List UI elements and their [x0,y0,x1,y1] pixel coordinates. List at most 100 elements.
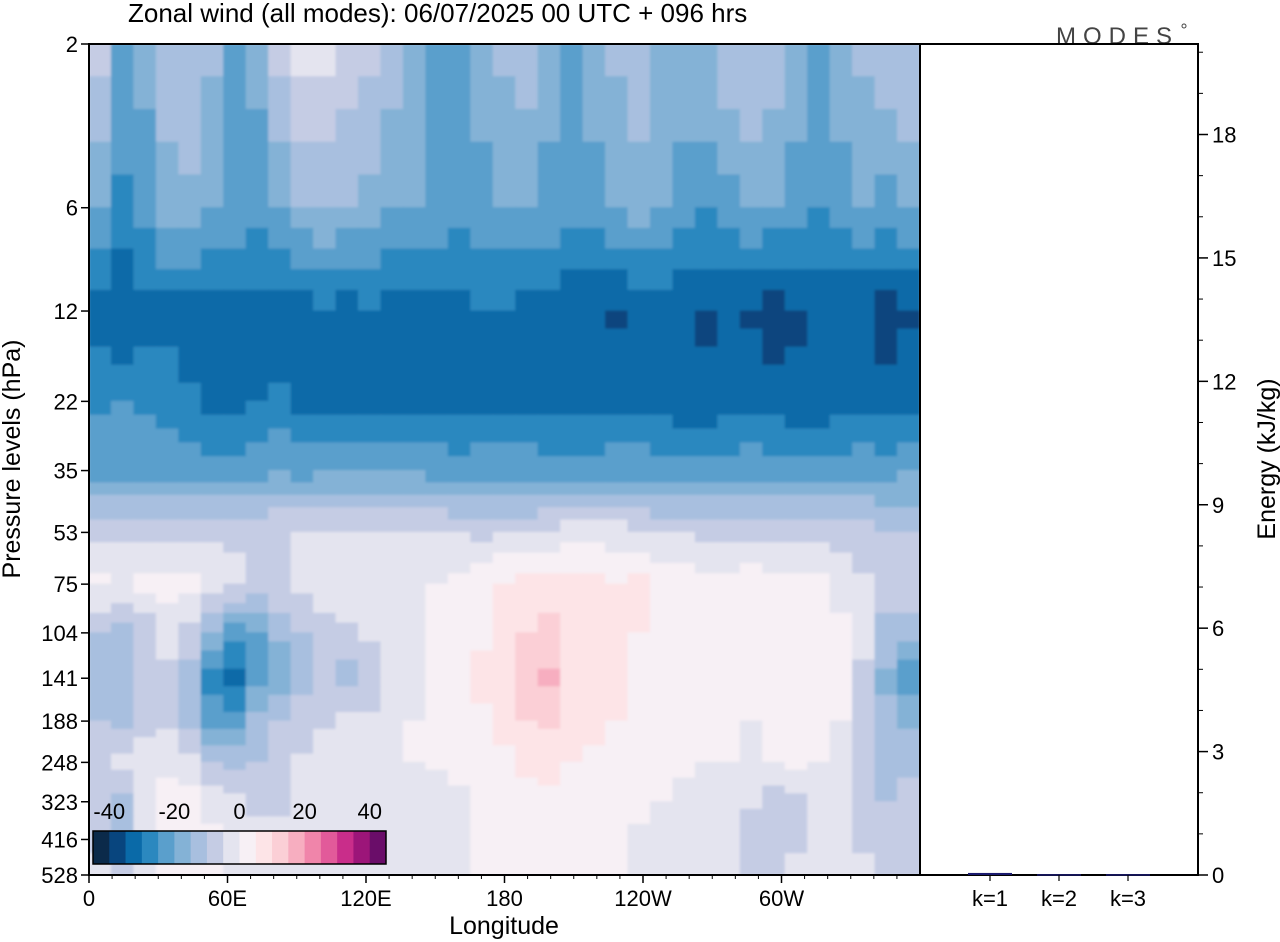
heatmap-cell [268,562,292,575]
heatmap-cell [762,310,786,330]
heatmap-cell [605,823,629,833]
heatmap-cell [133,703,157,714]
heatmap-cell [290,801,315,810]
heatmap-cell [560,831,584,840]
heatmap-cell [470,659,494,670]
heatmap-cell [402,583,427,595]
heatmap-cell [492,668,517,679]
heatmap-cell [200,769,225,779]
heatmap-cell [447,364,472,384]
heatmap-cell [807,593,831,605]
heatmap-cell [335,816,360,825]
heatmap-cell [762,612,786,624]
heatmap-cell [178,494,202,509]
heatmap-cell [200,248,225,271]
heatmap-cell [605,542,629,554]
heatmap-cell [627,400,651,416]
heatmap-cell [447,269,472,291]
heatmap-cell [200,745,225,755]
heatmap-cell [627,603,651,614]
heatmap-cell [762,694,786,705]
heatmap-cell [739,668,764,679]
heatmap-cell [447,562,472,575]
heatmap-cell [672,552,696,564]
heatmap-cell [560,612,584,624]
heatmap-cell [425,686,449,696]
heatmap-cell [268,777,292,787]
heatmap-cell [290,573,315,585]
heatmap-cell [672,248,696,271]
heatmap-cell [897,712,920,722]
heatmap-cell [874,207,899,229]
heatmap-cell [874,328,899,348]
heatmap-cell [874,823,899,833]
heatmap-cell [807,507,831,521]
heatmap-cell [784,456,809,472]
heatmap-cell [537,753,562,763]
heatmap-cell [605,838,629,848]
heatmap-cell [762,248,786,271]
heatmap-cell [649,507,674,521]
heatmap-cell [223,712,247,722]
heatmap-cell [739,76,764,110]
heatmap-cell [672,769,696,779]
heatmap-cell [447,470,472,484]
heatmap-cell [739,583,764,595]
heatmap-cell [313,207,337,229]
heatmap-cell [245,328,270,348]
heatmap-cell [447,519,472,533]
heatmap-cell [313,573,337,585]
heatmap-cell [335,583,360,595]
heatmap-cell [245,542,270,554]
heatmap-cell [178,76,202,110]
heatmap-cell [807,753,831,763]
heatmap-cell [605,603,629,614]
heatmap-cell [200,289,225,312]
heatmap-cell [290,414,315,430]
heatmap-cell [313,753,337,763]
heatmap-cell [560,622,584,634]
heatmap-cell [627,808,651,818]
heatmap-cell [133,777,157,787]
heatmap-cell [268,207,292,229]
heatmap-cell [110,823,135,833]
heatmap-cell [133,728,157,739]
heatmap-cell [335,753,360,763]
heatmap-cell [358,777,382,787]
heatmap-cell [807,542,831,554]
heatmap-cell [784,659,809,670]
heatmap-cell [582,494,607,509]
heatmap-cell [807,456,831,472]
heatmap-cell [560,456,584,472]
pressure-tick-label: 141 [41,666,78,691]
heatmap-cell [245,507,270,521]
heatmap-cell [852,831,876,840]
heatmap-cell [155,823,180,833]
heatmap-cell [649,838,674,848]
heatmap-cell [155,777,180,787]
heatmap-cell [537,289,562,312]
heatmap-cell [200,761,225,771]
heatmap-cell [672,494,696,509]
heatmap-cell [110,612,135,624]
heatmap-cell [560,531,584,544]
heatmap-cell [515,382,539,402]
heatmap-cell [89,761,112,771]
heatmap-cell [627,720,651,730]
heatmap-cell [829,668,854,679]
heatmap-cell [784,728,809,739]
heatmap-cell [829,174,854,209]
heatmap-cell [874,552,899,564]
heatmap-cell [200,823,225,833]
heatmap-cell [672,612,696,624]
heatmap-cell [223,720,247,730]
heatmap-cell [762,470,786,484]
heatmap-cell [694,289,719,312]
heatmap-cell [739,808,764,818]
heatmap-cell [537,659,562,670]
heatmap-cell [358,761,382,771]
heatmap-cell [492,364,517,384]
heatmap-cell [268,382,292,402]
heatmap-cell [694,846,719,855]
